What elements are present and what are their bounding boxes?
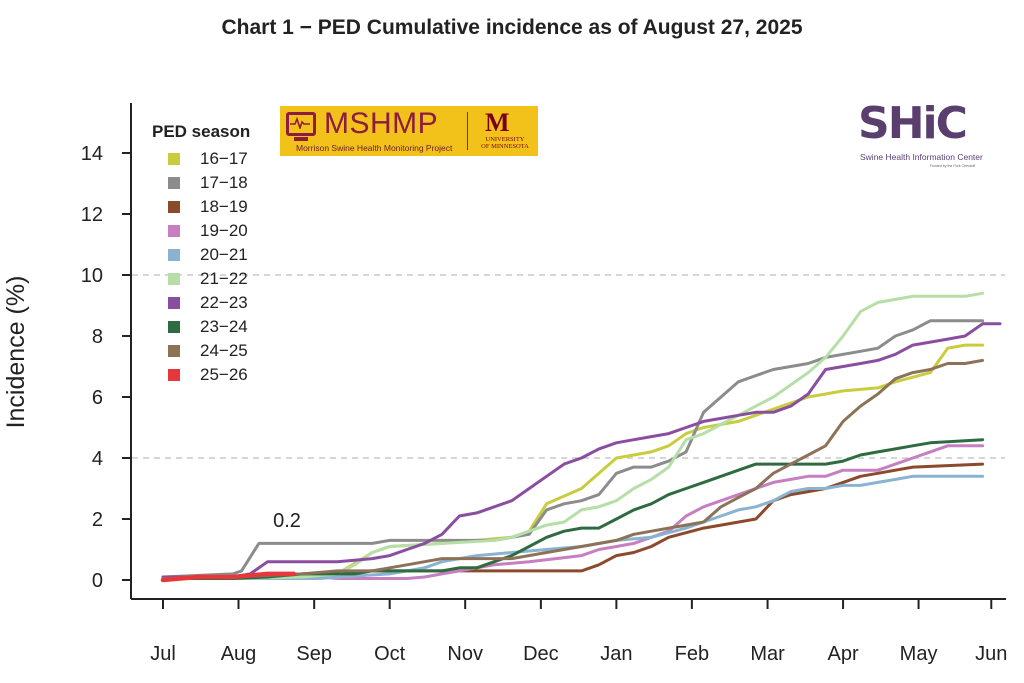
umn-line2: OF MINNESOTA xyxy=(481,143,529,150)
mshmp-logo-subtitle: Morrison Swine Health Monitoring Project xyxy=(296,143,453,153)
legend-swatch xyxy=(168,249,180,261)
series-line-25−26 xyxy=(160,571,297,583)
shic-logo-mark: SHiC xyxy=(858,98,968,149)
legend-swatch xyxy=(168,297,180,309)
x-tick-label: Aug xyxy=(221,643,257,665)
legend-title: PED season xyxy=(152,122,250,141)
umn-logo-text: UNIVERSITY OF MINNESOTA xyxy=(474,136,536,150)
x-tick-label: Jun xyxy=(975,643,1007,665)
legend-swatch xyxy=(168,369,180,381)
legend-label: 23−24 xyxy=(200,317,248,336)
y-tick-label: 6 xyxy=(92,387,103,409)
legend-label: 20−21 xyxy=(200,245,248,264)
reference-lines xyxy=(132,274,1005,459)
x-tick-label: Dec xyxy=(523,643,559,665)
chart-title: Chart 1 − PED Cumulative incidence as of… xyxy=(221,16,803,39)
series-line-17−18 xyxy=(161,319,985,579)
legend-label: 19−20 xyxy=(200,221,248,240)
annotation-label: 0.2 xyxy=(273,510,301,532)
legend-label: 18−19 xyxy=(200,197,248,216)
legend-label: 22−23 xyxy=(200,293,248,312)
y-tick-label: 12 xyxy=(81,204,103,226)
legend-swatch xyxy=(168,345,180,357)
legend-swatch xyxy=(168,177,180,189)
series-group xyxy=(160,291,1002,583)
series-line-19−20 xyxy=(161,444,985,580)
shic-logo-subtitle: Swine Health Information Center xyxy=(860,152,983,162)
legend-label: 16−17 xyxy=(200,149,248,168)
series-line-21−22 xyxy=(161,291,985,580)
shic-logo-funded: Funded by the Pork Checkoff xyxy=(930,164,976,168)
y-tick-label: 4 xyxy=(92,448,103,470)
x-tick-label: Feb xyxy=(675,643,709,665)
monitor-stand xyxy=(294,137,308,141)
legend-swatch xyxy=(168,225,180,237)
series-line-24−25 xyxy=(161,358,985,580)
legend-swatch xyxy=(168,273,180,285)
legend-swatch xyxy=(168,153,180,165)
logo-divider xyxy=(467,112,468,150)
axes: 0 2 4 6 8 10 12 14 Jul Aug Sep Oct Nov Dec Jan Feb Mar Ap… xyxy=(81,103,1007,665)
y-tick-label: 10 xyxy=(81,265,103,287)
legend-label: 25−26 xyxy=(200,365,248,384)
legend-swatch xyxy=(168,321,180,333)
shic-logo: SHiC Swine Health Information Center Fun… xyxy=(856,98,986,176)
y-axis-title: Incidence (%) xyxy=(2,276,30,429)
legend: PED season 16−17 17−18 18−19 19−20 20−21 21−22… xyxy=(152,122,250,384)
x-tick-label: Apr xyxy=(828,643,859,665)
umn-line1: UNIVERSITY xyxy=(485,136,525,143)
series-line-20−21 xyxy=(161,474,985,580)
series-line-22−23 xyxy=(161,322,1002,579)
y-tick-label: 8 xyxy=(92,326,103,348)
y-tick-label: 2 xyxy=(92,509,103,531)
x-tick-label: Sep xyxy=(296,643,332,665)
y-tick-label: 14 xyxy=(81,143,103,165)
y-tick-label: 0 xyxy=(92,570,103,592)
legend-label: 21−22 xyxy=(200,269,248,288)
x-tick-label: Oct xyxy=(374,643,406,665)
x-tick-label: Nov xyxy=(447,643,483,665)
legend-label: 17−18 xyxy=(200,173,248,192)
x-tick-label: Jan xyxy=(600,643,632,665)
x-tick-label: Jul xyxy=(150,643,176,665)
x-tick-label: May xyxy=(900,643,938,665)
mshmp-logo: MSHMP Morrison Swine Health Monitoring P… xyxy=(280,106,538,156)
legend-swatch xyxy=(168,201,180,213)
x-tick-label: Mar xyxy=(750,643,785,665)
mshmp-logo-name: MSHMP xyxy=(324,107,439,140)
monitor-icon xyxy=(286,112,316,136)
umn-logo-mark: M xyxy=(485,108,510,137)
legend-label: 24−25 xyxy=(200,341,248,360)
